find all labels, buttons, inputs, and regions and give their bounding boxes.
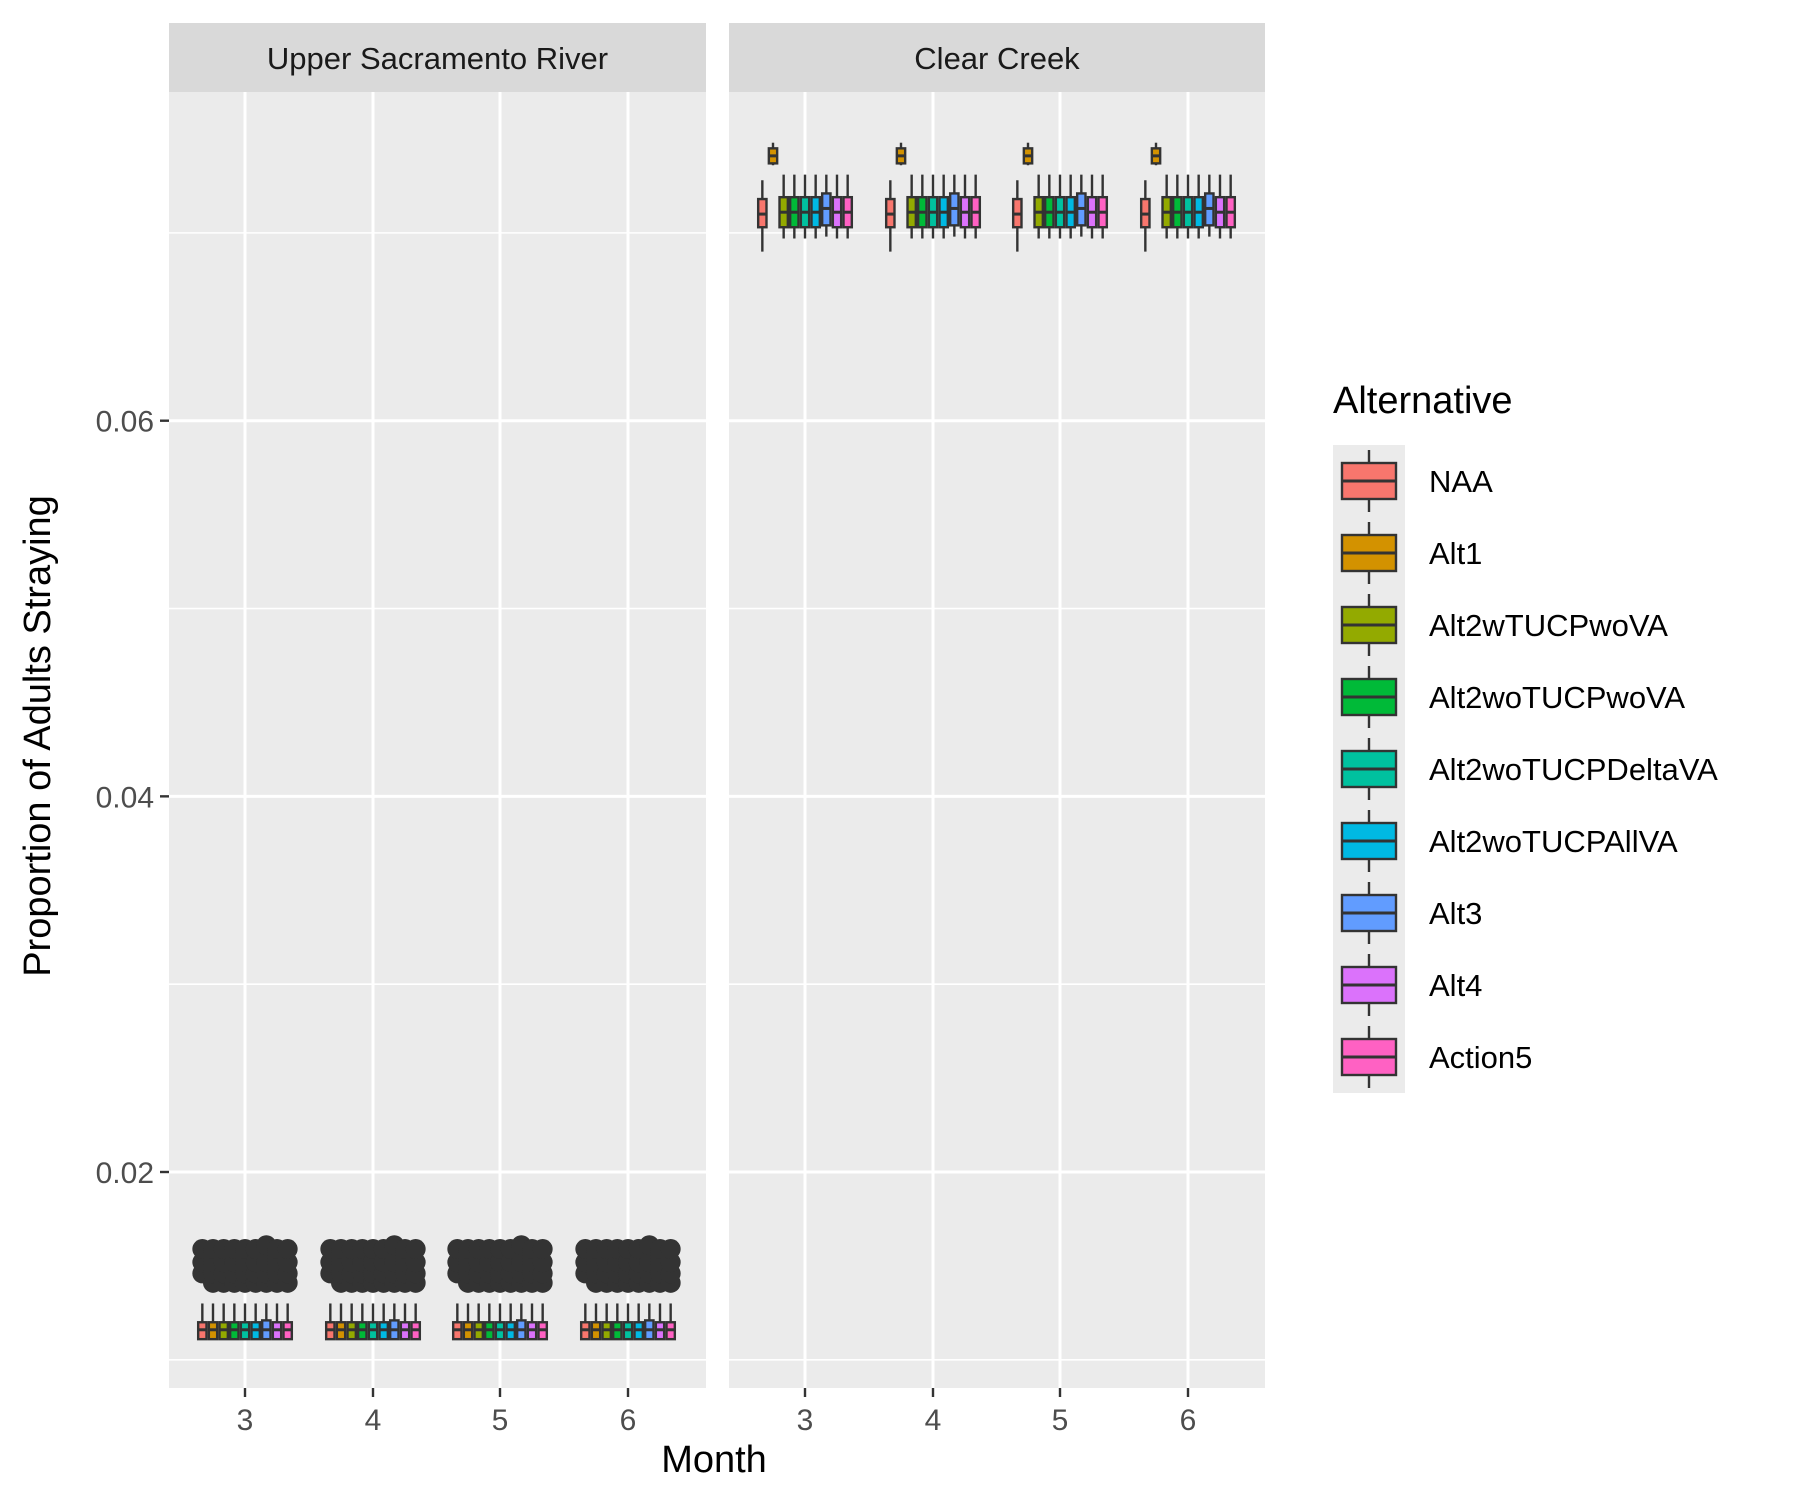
boxplot-box bbox=[1203, 174, 1215, 237]
boxplot-box bbox=[927, 174, 939, 239]
boxplot-box bbox=[1171, 174, 1183, 239]
boxplot-box bbox=[1225, 174, 1237, 239]
boxplot-box bbox=[1086, 174, 1098, 239]
legend-entry: Alt2woTUCPwoVA bbox=[1340, 666, 1685, 728]
legend-entry: Alt3 bbox=[1340, 882, 1482, 944]
boxplot-box bbox=[916, 174, 928, 239]
legend-label: Alt1 bbox=[1429, 536, 1482, 571]
boxplot-box bbox=[1139, 180, 1151, 252]
panels-layer: Upper Sacramento River Clear Creek bbox=[169, 23, 1265, 1388]
facet-panel: Clear Creek bbox=[729, 23, 1265, 1388]
outlier-point bbox=[532, 1239, 553, 1260]
boxplot-box bbox=[1161, 174, 1173, 239]
boxplot-box bbox=[405, 1239, 426, 1341]
boxplot-box bbox=[1054, 174, 1066, 239]
boxplot-box bbox=[192, 1239, 213, 1341]
boxplot-box bbox=[788, 174, 800, 239]
legend-label: Alt3 bbox=[1429, 896, 1482, 931]
outlier-point bbox=[405, 1239, 426, 1260]
boxplot-box bbox=[895, 142, 907, 166]
x-tick-label: 6 bbox=[620, 1404, 637, 1437]
month-group bbox=[320, 1235, 426, 1341]
legend-label: Action5 bbox=[1429, 1040, 1532, 1075]
legend-entry: NAA bbox=[1340, 450, 1493, 512]
legend-label: Alt2woTUCPwoVA bbox=[1429, 680, 1685, 715]
facet-strip-label: Clear Creek bbox=[914, 41, 1080, 76]
boxplot-box bbox=[948, 174, 960, 237]
boxplot-box bbox=[1097, 174, 1109, 239]
boxplot-box bbox=[884, 180, 896, 252]
boxplot-box bbox=[842, 174, 854, 239]
boxplot-box bbox=[970, 174, 982, 239]
facet-strip bbox=[729, 23, 1265, 92]
boxplot-box bbox=[778, 174, 790, 239]
boxplot-box bbox=[810, 174, 822, 239]
month-group bbox=[1139, 142, 1237, 252]
x-tick-label: 3 bbox=[797, 1404, 814, 1437]
legend-entry: Alt2wTUCPwoVA bbox=[1340, 594, 1668, 656]
month-group bbox=[192, 1235, 298, 1341]
month-group bbox=[575, 1235, 681, 1341]
facet-strip-label: Upper Sacramento River bbox=[267, 41, 608, 76]
y-tick-label: 0.04 bbox=[96, 781, 154, 814]
boxplot-box bbox=[767, 142, 779, 166]
boxplot-box bbox=[1075, 174, 1087, 237]
boxplot-box bbox=[1193, 174, 1205, 239]
x-tick-label: 4 bbox=[925, 1404, 942, 1437]
legend-label: Alt4 bbox=[1429, 968, 1482, 1003]
boxplot-box bbox=[820, 174, 832, 237]
x-tick-label: 5 bbox=[492, 1404, 509, 1437]
facet-strip bbox=[169, 23, 706, 92]
x-tick-label: 6 bbox=[1180, 1404, 1197, 1437]
y-tick-label: 0.02 bbox=[96, 1157, 154, 1190]
legend-label: Alt2woTUCPAllVA bbox=[1429, 824, 1678, 859]
boxplot-box bbox=[938, 174, 950, 239]
legend-entry: Alt2woTUCPDeltaVA bbox=[1340, 738, 1718, 800]
boxplot-box bbox=[1214, 174, 1226, 239]
boxplot-box bbox=[799, 174, 811, 239]
boxplot-box bbox=[1033, 174, 1045, 239]
boxplot-box bbox=[532, 1239, 553, 1341]
legend-label: NAA bbox=[1429, 464, 1493, 499]
boxplot-box bbox=[1022, 142, 1034, 166]
boxplot-box bbox=[831, 174, 843, 239]
legend-label: Alt2wTUCPwoVA bbox=[1429, 608, 1668, 643]
boxplot-box bbox=[1065, 174, 1077, 239]
boxplot-box bbox=[277, 1239, 298, 1341]
month-group bbox=[447, 1235, 553, 1341]
outlier-point bbox=[277, 1239, 298, 1260]
y-tick-label: 0.06 bbox=[96, 406, 154, 439]
legend-entry: Alt1 bbox=[1340, 522, 1482, 584]
x-axis-title: Month bbox=[661, 1439, 767, 1481]
facet-panel: Upper Sacramento River bbox=[169, 23, 706, 1388]
legend-entry: Alt4 bbox=[1340, 954, 1482, 1016]
y-axis-title: Proportion of Adults Straying bbox=[17, 495, 59, 977]
x-tick-label: 3 bbox=[237, 1404, 254, 1437]
boxplot-box bbox=[756, 180, 768, 252]
boxplot-box bbox=[1150, 142, 1162, 166]
legend-entry: Alt2woTUCPAllVA bbox=[1340, 810, 1678, 872]
axis-layer: Month Proportion of Adults Straying 3 4 5 6… bbox=[17, 406, 1196, 1481]
panel-background bbox=[729, 92, 1265, 1388]
legend-title: Alternative bbox=[1333, 380, 1513, 422]
legend: Alternative NAA Alt1 Alt2wTUCPwoVA Alt2woTU… bbox=[1333, 380, 1718, 1093]
month-group bbox=[1011, 142, 1109, 252]
month-group bbox=[756, 142, 854, 252]
outlier-point bbox=[660, 1239, 681, 1260]
boxplot-box bbox=[1182, 174, 1194, 239]
boxplot-box bbox=[1011, 180, 1023, 252]
boxplot-box bbox=[1043, 174, 1055, 239]
x-tick-label: 4 bbox=[365, 1404, 382, 1437]
boxplot-box bbox=[959, 174, 971, 239]
boxplot-box bbox=[660, 1239, 681, 1341]
month-group bbox=[884, 142, 982, 252]
legend-entry: Action5 bbox=[1340, 1026, 1532, 1088]
x-tick-label: 5 bbox=[1052, 1404, 1069, 1437]
panel-background bbox=[169, 92, 706, 1388]
legend-label: Alt2woTUCPDeltaVA bbox=[1429, 752, 1718, 787]
boxplot-box bbox=[906, 174, 918, 239]
